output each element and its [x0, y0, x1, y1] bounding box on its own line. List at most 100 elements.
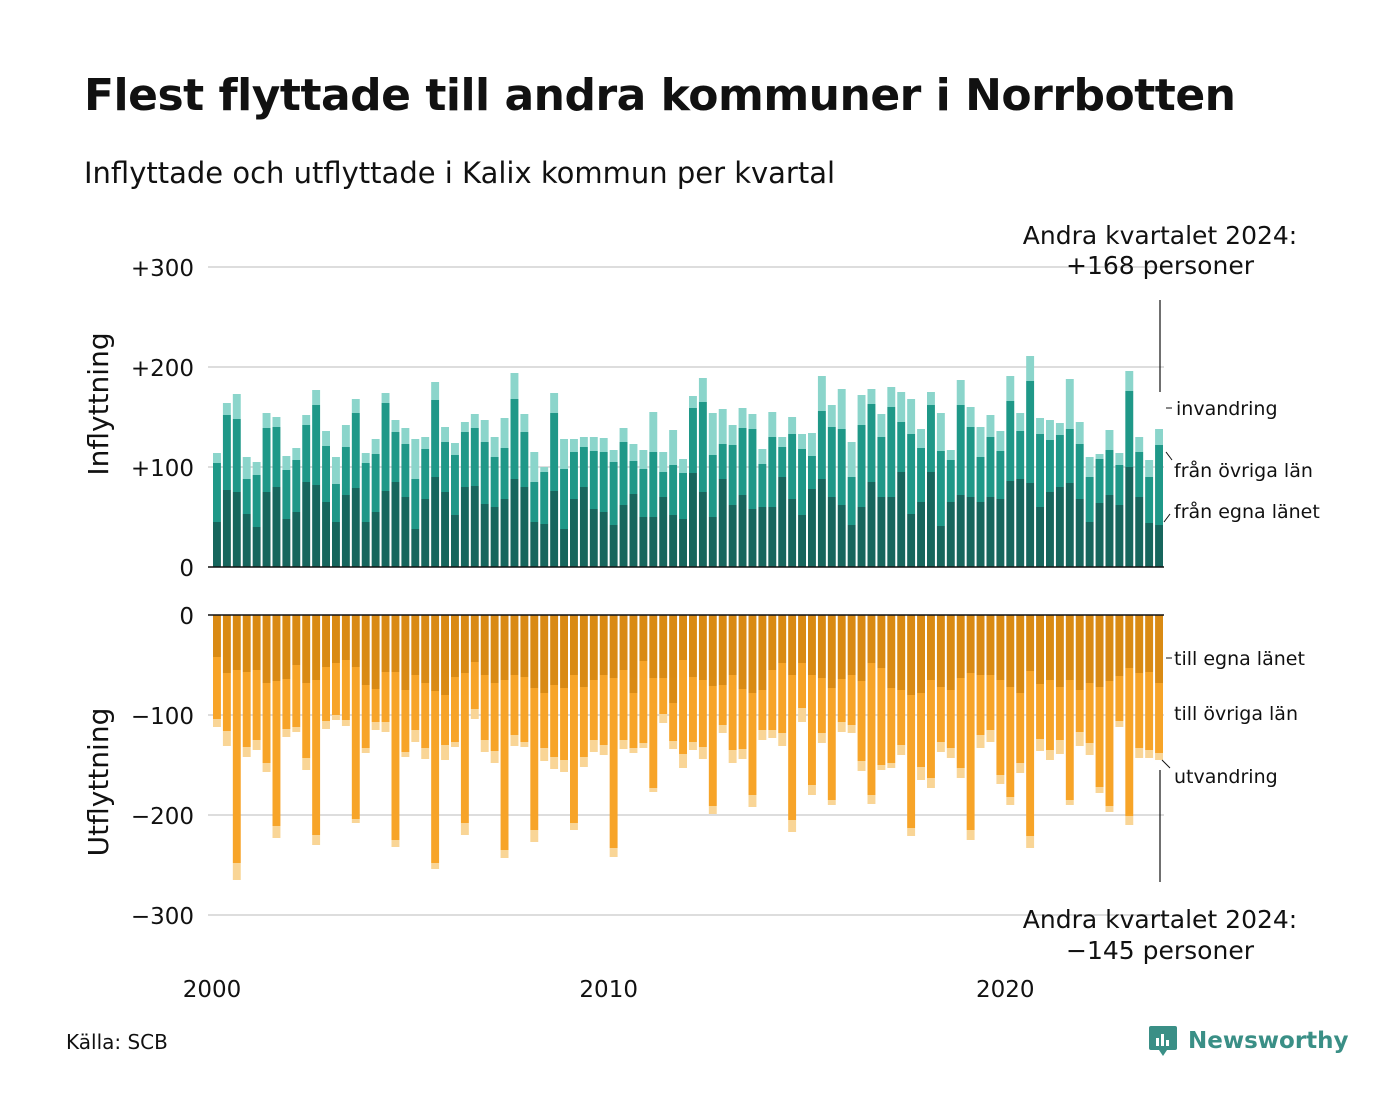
y-tick-label: −200: [131, 804, 194, 830]
bar-out-ovriga: [560, 688, 568, 760]
bar-out-ovriga: [946, 690, 955, 748]
bar-in-ovriga: [312, 405, 321, 485]
bar-out-egna: [788, 615, 797, 675]
bar-in-invandring: [1145, 460, 1154, 477]
bar-out-utvandring: [431, 863, 440, 869]
bar-in-egna: [213, 522, 221, 567]
bar-in-egna: [689, 473, 697, 567]
bar-in-ovriga: [510, 399, 519, 479]
bar-out-egna: [490, 615, 499, 683]
bar-in-egna: [1026, 483, 1035, 567]
bar-in-egna: [857, 507, 866, 567]
bar-out-utvandring: [659, 714, 668, 723]
bar-in-egna: [946, 502, 955, 567]
bar-in-invandring: [817, 376, 826, 411]
bar-out-utvandring: [391, 840, 400, 847]
bar-in-ovriga: [540, 472, 549, 524]
bar-out-utvandring: [530, 830, 539, 842]
bar-in-egna: [847, 525, 856, 567]
bar-in-ovriga: [996, 451, 1005, 499]
bar-out-utvandring: [1095, 787, 1104, 793]
bar-in-ovriga: [371, 454, 380, 512]
bar-out-egna: [887, 615, 896, 688]
bar-out-utvandring: [322, 721, 330, 729]
bar-out-ovriga: [718, 685, 727, 725]
bar-in-invandring: [292, 448, 301, 460]
bar-in-ovriga: [520, 432, 529, 487]
y-tick-label: +300: [131, 256, 194, 282]
bar-in-egna: [401, 497, 410, 567]
bar-out-ovriga: [1055, 687, 1064, 740]
bar-out-ovriga: [381, 672, 390, 722]
bar-out-egna: [540, 615, 549, 693]
bar-in-invandring: [599, 438, 608, 452]
bar-in-egna: [312, 485, 321, 567]
bar-out-egna: [689, 615, 697, 677]
bar-out-ovriga: [222, 673, 231, 731]
bar-out-egna: [827, 615, 836, 688]
bar-out-ovriga: [451, 677, 459, 742]
series-label-fran-egna-lanet: från egna länet: [1174, 500, 1320, 523]
bar-in-invandring: [341, 425, 350, 447]
bar-in-ovriga: [619, 442, 628, 505]
bar-in-egna: [421, 499, 430, 567]
bar-in-invandring: [570, 439, 578, 452]
bar-in-invandring: [976, 427, 985, 457]
bar-out-egna: [232, 615, 241, 670]
bar-out-utvandring: [827, 800, 836, 805]
bar-out-utvandring: [371, 722, 380, 730]
bar-out-utvandring: [242, 747, 251, 757]
bar-out-utvandring: [996, 775, 1005, 784]
bar-out-utvandring: [808, 785, 816, 795]
bar-out-utvandring: [1145, 750, 1154, 758]
bar-out-ovriga: [927, 680, 935, 778]
bar-out-ovriga: [867, 663, 876, 795]
bar-out-egna: [579, 615, 588, 687]
bar-out-egna: [570, 615, 578, 675]
bar-out-utvandring: [490, 751, 499, 763]
bar-in-egna: [480, 504, 489, 567]
bar-in-ovriga: [936, 451, 945, 526]
bar-in-egna: [1135, 497, 1144, 567]
bar-in-ovriga: [460, 432, 469, 487]
bar-out-utvandring: [312, 835, 321, 845]
bar-in-egna: [827, 497, 836, 567]
bar-out-ovriga: [302, 683, 311, 758]
bar-out-utvandring: [867, 795, 876, 804]
bar-in-invandring: [619, 428, 628, 442]
bar-out-egna: [1125, 615, 1134, 668]
bar-in-ovriga: [401, 444, 410, 497]
bar-out-egna: [431, 615, 440, 691]
bar-out-ovriga: [1085, 683, 1094, 743]
series-label-invandring: invandring: [1176, 398, 1278, 420]
bar-in-invandring: [857, 395, 866, 425]
bar-out-utvandring: [599, 745, 608, 755]
bar-out-utvandring: [986, 730, 995, 742]
bar-in-ovriga: [887, 407, 896, 497]
bar-in-invandring: [1125, 371, 1134, 391]
bar-out-utvandring: [689, 742, 697, 750]
bar-out-ovriga: [917, 693, 925, 767]
bar-out-egna: [956, 615, 965, 678]
bar-out-utvandring: [589, 740, 598, 752]
bar-out-ovriga: [728, 675, 737, 750]
bar-in-invandring: [649, 412, 658, 452]
bar-out-utvandring: [956, 768, 965, 778]
chart-subtitle: Inflyttade och utflyttade i Kalix kommun…: [84, 156, 836, 190]
bar-out-ovriga: [1105, 681, 1114, 806]
bar-out-utvandring: [232, 863, 241, 880]
bar-in-invandring: [669, 430, 678, 465]
bar-in-egna: [361, 522, 370, 567]
bar-out-ovriga: [570, 675, 578, 823]
bar-in-invandring: [460, 422, 469, 432]
bars-inflyttning: [213, 356, 1163, 567]
bar-in-egna: [609, 525, 618, 567]
bar-in-invandring: [540, 467, 549, 472]
bar-out-utvandring: [1006, 797, 1015, 805]
bar-out-utvandring: [252, 740, 261, 750]
bar-in-ovriga: [1155, 445, 1163, 525]
bar-in-egna: [520, 487, 529, 567]
bars-utflyttning: [213, 615, 1163, 880]
bar-out-egna: [1095, 615, 1104, 687]
bar-in-invandring: [391, 420, 400, 432]
